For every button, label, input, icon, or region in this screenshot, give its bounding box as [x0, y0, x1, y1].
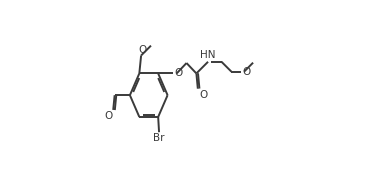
Text: O: O [138, 45, 146, 55]
Text: O: O [104, 111, 112, 121]
Text: O: O [175, 68, 183, 78]
Text: O: O [199, 90, 207, 100]
Text: HN: HN [200, 50, 216, 60]
Text: O: O [242, 67, 251, 77]
Text: Br: Br [153, 133, 165, 143]
